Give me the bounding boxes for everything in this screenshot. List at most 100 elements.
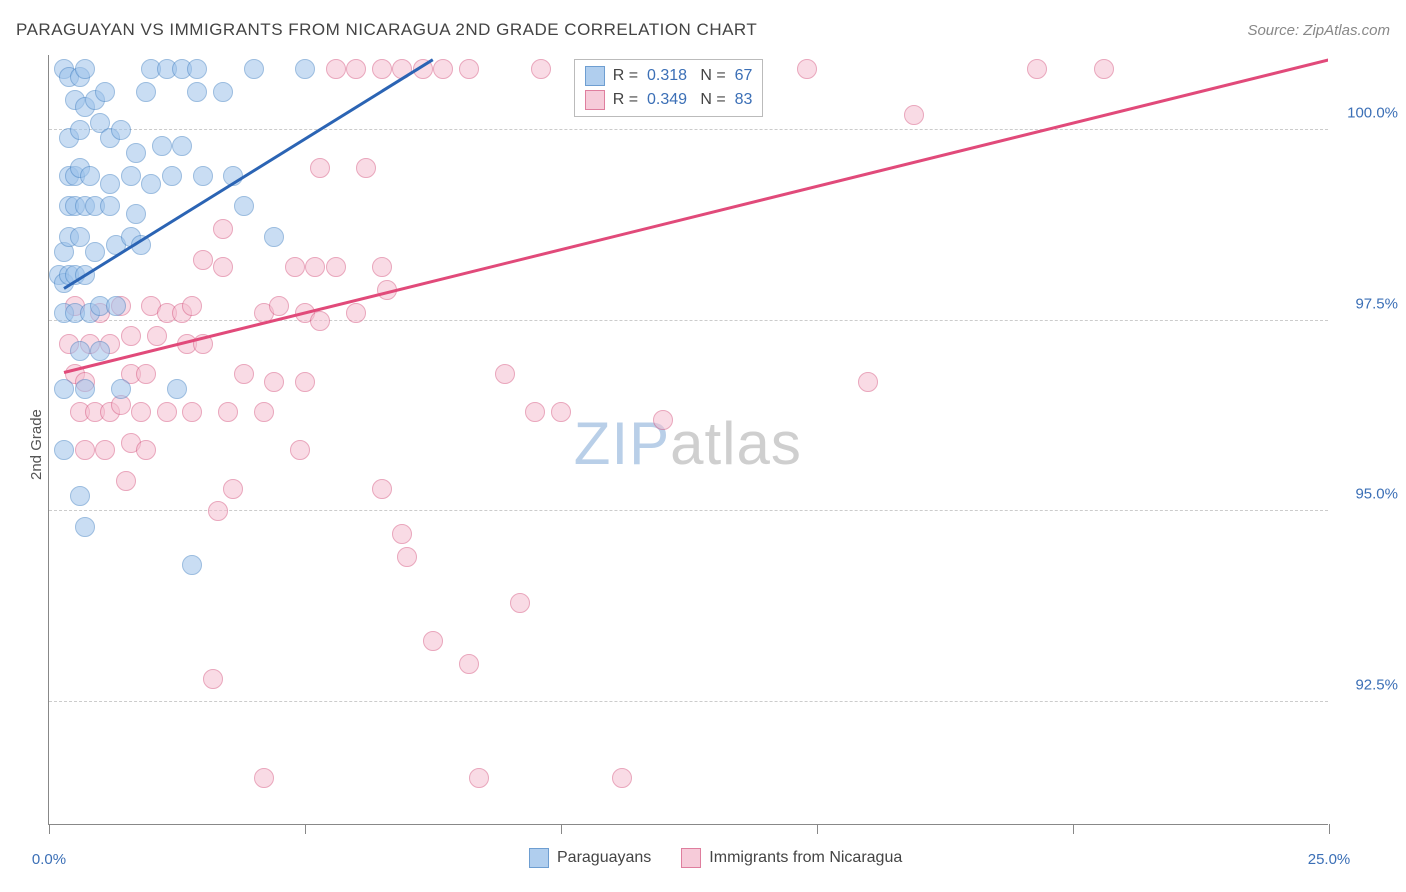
scatter-point [295,372,315,392]
scatter-point [326,59,346,79]
scatter-point [203,669,223,689]
series-legend-label: Immigrants from Nicaragua [709,849,902,867]
scatter-point [70,486,90,506]
scatter-point [397,547,417,567]
scatter-point [116,471,136,491]
trend-line [64,59,434,290]
legend-row: R = 0.318 N = 67 [585,64,753,88]
scatter-point [106,296,126,316]
scatter-point [157,402,177,422]
scatter-point [269,296,289,316]
y-tick-label: 95.0% [1355,486,1398,503]
plot-area: 92.5%95.0%97.5%100.0%0.0%25.0%ZIPatlasR … [48,55,1328,825]
scatter-point [254,402,274,422]
scatter-point [70,120,90,140]
scatter-point [85,242,105,262]
scatter-point [54,440,74,460]
x-tick [305,824,306,834]
x-tick [1073,824,1074,834]
scatter-point [531,59,551,79]
scatter-point [305,257,325,277]
scatter-point [90,341,110,361]
scatter-point [100,174,120,194]
legend-row: R = 0.349 N = 83 [585,88,753,112]
legend-swatch [681,848,701,868]
scatter-point [1094,59,1114,79]
scatter-point [95,440,115,460]
legend-swatch [585,66,605,86]
x-tick [817,824,818,834]
scatter-point [126,143,146,163]
scatter-point [356,158,376,178]
scatter-point [182,296,202,316]
scatter-point [167,379,187,399]
scatter-point [213,219,233,239]
scatter-point [551,402,571,422]
scatter-point [223,479,243,499]
scatter-point [310,158,330,178]
scatter-point [187,59,207,79]
x-tick [49,824,50,834]
correlation-legend: R = 0.318 N = 67 R = 0.349 N = 83 [574,59,764,117]
scatter-point [372,59,392,79]
scatter-point [208,501,228,521]
scatter-point [244,59,264,79]
legend-text: R = 0.318 N = 67 [613,67,753,85]
scatter-point [126,204,146,224]
x-tick-label: 25.0% [1308,851,1351,868]
series-legend: Paraguayans Immigrants from Nicaragua [529,848,902,868]
x-tick [1329,824,1330,834]
scatter-point [136,364,156,384]
scatter-point [136,82,156,102]
scatter-point [858,372,878,392]
y-tick-label: 100.0% [1347,105,1398,122]
scatter-point [372,479,392,499]
scatter-point [193,250,213,270]
scatter-point [75,59,95,79]
scatter-point [433,59,453,79]
scatter-point [234,364,254,384]
scatter-point [75,517,95,537]
scatter-point [612,768,632,788]
scatter-point [121,166,141,186]
scatter-point [290,440,310,460]
scatter-point [285,257,305,277]
scatter-point [187,82,207,102]
scatter-point [1027,59,1047,79]
source-label: Source: ZipAtlas.com [1247,22,1390,39]
scatter-point [111,120,131,140]
scatter-point [121,326,141,346]
series-legend-label: Paraguayans [557,849,651,867]
scatter-point [80,166,100,186]
scatter-point [797,59,817,79]
legend-swatch [529,848,549,868]
scatter-point [70,227,90,247]
scatter-point [182,402,202,422]
scatter-point [54,379,74,399]
scatter-point [459,654,479,674]
scatter-point [346,59,366,79]
x-tick [561,824,562,834]
scatter-point [95,82,115,102]
scatter-point [131,402,151,422]
scatter-point [70,341,90,361]
y-tick-label: 92.5% [1355,677,1398,694]
scatter-point [904,105,924,125]
scatter-point [392,524,412,544]
scatter-point [525,402,545,422]
scatter-point [147,326,167,346]
scatter-point [100,196,120,216]
chart-title: PARAGUAYAN VS IMMIGRANTS FROM NICARAGUA … [16,20,757,40]
scatter-point [254,768,274,788]
scatter-point [423,631,443,651]
scatter-point [141,174,161,194]
scatter-point [136,440,156,460]
scatter-point [264,227,284,247]
scatter-point [234,196,254,216]
scatter-point [213,257,233,277]
scatter-point [346,303,366,323]
y-tick-label: 97.5% [1355,295,1398,312]
series-legend-item: Immigrants from Nicaragua [681,848,902,868]
scatter-point [162,166,182,186]
scatter-point [152,136,172,156]
